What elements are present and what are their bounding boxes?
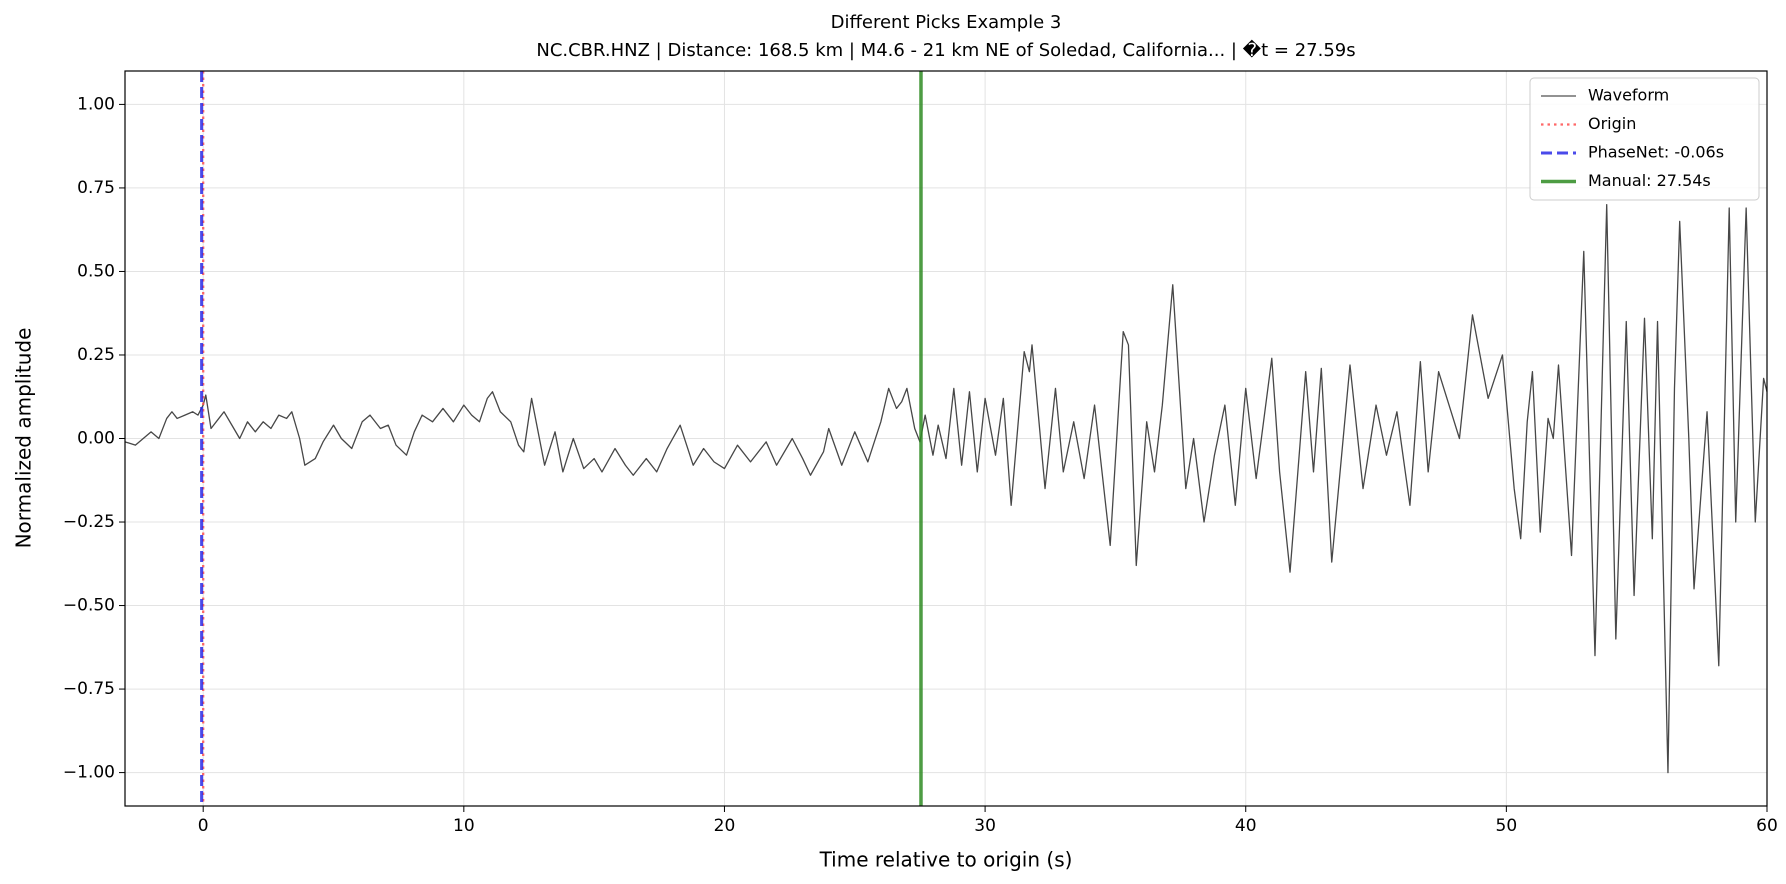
y-tick-label: 0.75 [77, 178, 115, 198]
y-tick-label: −0.50 [63, 596, 115, 616]
x-tick-label: 10 [453, 816, 475, 836]
x-tick-label: 30 [974, 816, 996, 836]
y-tick-label: −0.75 [63, 679, 115, 699]
legend-label: Manual: 27.54s [1588, 171, 1711, 190]
x-axis-label: Time relative to origin (s) [819, 848, 1073, 872]
chart-title: Different Picks Example 3 [831, 12, 1062, 33]
legend-label: Origin [1588, 114, 1636, 133]
y-tick-label: −0.25 [63, 512, 115, 532]
legend-box [1529, 77, 1760, 201]
y-tick-label: 0.25 [77, 345, 115, 365]
y-tick-label: −1.00 [63, 763, 115, 783]
plot-frame [124, 70, 1768, 807]
y-tick-label: 0.00 [77, 429, 115, 449]
x-tick-label: 50 [1496, 816, 1518, 836]
y-axis-label: Normalized amplitude [12, 328, 36, 549]
x-tick-label: 60 [1756, 816, 1778, 836]
legend-label: PhaseNet: -0.06s [1588, 143, 1724, 162]
legend-label: Waveform [1588, 86, 1669, 105]
y-tick-label: 1.00 [77, 94, 115, 114]
chart-subtitle: NC.CBR.HNZ | Distance: 168.5 km | M4.6 -… [536, 39, 1355, 61]
y-tick-label: 0.50 [77, 261, 115, 281]
waveform-line [124, 203, 1768, 774]
x-tick-label: 40 [1235, 816, 1257, 836]
x-tick-label: 20 [714, 816, 736, 836]
x-tick-label: 0 [198, 816, 209, 836]
